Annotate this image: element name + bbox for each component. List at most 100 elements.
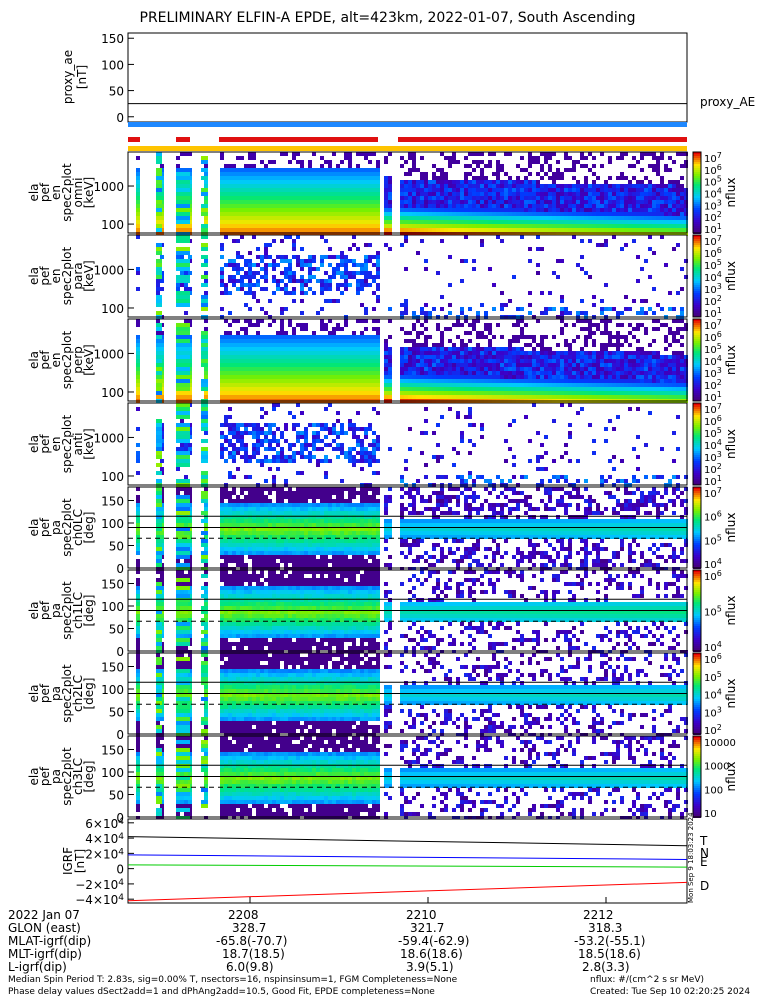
heatmap-cell: [156, 275, 162, 279]
heatmap-cell: [404, 339, 408, 343]
heatmap-cell: [584, 383, 588, 387]
heatmap-cell: [616, 184, 620, 188]
heatmap-cell: [280, 224, 284, 228]
heatmap-cell: [232, 283, 236, 287]
heatmap-cell: [420, 228, 424, 232]
heatmap-cell: [348, 391, 352, 395]
heatmap-cell: [288, 232, 292, 236]
heatmap-cell: [384, 243, 388, 247]
heatmap-cell: [244, 303, 248, 307]
heatmap-cell: [584, 200, 588, 204]
heatmap-cell: [448, 355, 452, 359]
heatmap-cell: [556, 371, 560, 375]
heatmap-cell: [296, 363, 300, 367]
heatmap-cell: [340, 263, 344, 267]
heatmap-cell: [632, 176, 636, 180]
heatmap-cell: [488, 267, 492, 271]
heatmap-cell: [632, 387, 636, 391]
heatmap-cell: [552, 192, 556, 196]
heatmap-cell: [232, 395, 236, 399]
heatmap-cell: [448, 192, 452, 196]
heatmap-cell: [484, 180, 488, 184]
heatmap-cell: [156, 228, 162, 232]
heatmap-cell: [436, 200, 440, 204]
heatmap-cell: [464, 371, 468, 375]
heatmap-cell: [240, 379, 244, 383]
ylabel-line: spec2plot: [60, 163, 74, 222]
heatmap-cell: [676, 391, 680, 395]
heatmap-cell: [608, 331, 612, 335]
heatmap-cell: [536, 391, 540, 395]
heatmap-cell: [176, 259, 190, 263]
heatmap-cell: [508, 299, 512, 303]
heatmap-cell: [336, 224, 340, 228]
heatmap-cell: [344, 263, 348, 267]
heatmap-cell: [668, 343, 672, 347]
heatmap-cell: [344, 279, 348, 283]
heatmap-cell: [540, 395, 544, 399]
heatmap-cell: [248, 335, 252, 339]
heatmap-cell: [632, 208, 636, 212]
heatmap-cell: [288, 196, 292, 200]
heatmap-cell: [336, 323, 340, 327]
heatmap-cell: [656, 379, 660, 383]
heatmap-cell: [472, 200, 476, 204]
heatmap-cell: [364, 200, 368, 204]
heatmap-cell: [476, 224, 480, 228]
heatmap-cell: [296, 279, 300, 283]
heatmap-cell: [556, 212, 560, 216]
heatmap-cell: [304, 359, 308, 363]
heatmap-cell: [300, 263, 304, 267]
heatmap-cell: [388, 196, 392, 200]
heatmap-cell: [272, 279, 276, 283]
heatmap-cell: [452, 355, 456, 359]
heatmap-cell: [416, 192, 420, 196]
heatmap-cell: [372, 172, 376, 176]
heatmap-cell: [412, 184, 416, 188]
heatmap-cell: [472, 367, 476, 371]
heatmap-cell: [508, 395, 512, 399]
heatmap-cell: [628, 224, 632, 228]
heatmap-cell: [364, 156, 368, 160]
heatmap-cell: [320, 168, 324, 172]
heatmap-cell: [408, 216, 412, 220]
heatmap-cell: [492, 351, 496, 355]
heatmap-cell: [608, 339, 612, 343]
colorbar-cell: [693, 299, 701, 301]
heatmap-cell: [500, 204, 504, 208]
heatmap-cell: [672, 319, 676, 323]
heatmap-cell: [348, 363, 352, 367]
heatmap-cell: [540, 224, 544, 228]
heatmap-cell: [352, 196, 356, 200]
heatmap-cell: [376, 359, 380, 363]
heatmap-cell: [660, 379, 664, 383]
heatmap-cell: [568, 232, 572, 236]
heatmap-cell: [352, 188, 356, 192]
heatmap-cell: [136, 192, 140, 196]
heatmap-cell: [348, 196, 352, 200]
heatmap-cell: [388, 232, 392, 236]
heatmap-cell: [332, 180, 336, 184]
heatmap-cell: [580, 212, 584, 216]
heatmap-cell: [604, 200, 608, 204]
heatmap-cell: [320, 347, 324, 351]
heatmap-cell: [340, 208, 344, 212]
heatmap-cell: [540, 188, 544, 192]
heatmap-cell: [252, 339, 256, 343]
heatmap-cell: [444, 216, 448, 220]
heatmap-cell: [328, 367, 332, 371]
heatmap-cell: [660, 383, 664, 387]
heatmap-cell: [600, 152, 604, 156]
heatmap-cell: [404, 379, 408, 383]
heatmap-cell: [644, 327, 648, 331]
heatmap-cell: [592, 208, 596, 212]
heatmap-cell: [201, 343, 208, 347]
heatmap-cell: [568, 192, 572, 196]
heatmap-cell: [356, 176, 360, 180]
heatmap-cell: [592, 379, 596, 383]
heatmap-cell: [584, 371, 588, 375]
heatmap-cell: [452, 363, 456, 367]
heatmap-cell: [664, 204, 668, 208]
heatmap-cell: [664, 232, 668, 236]
heatmap-cell: [544, 200, 548, 204]
